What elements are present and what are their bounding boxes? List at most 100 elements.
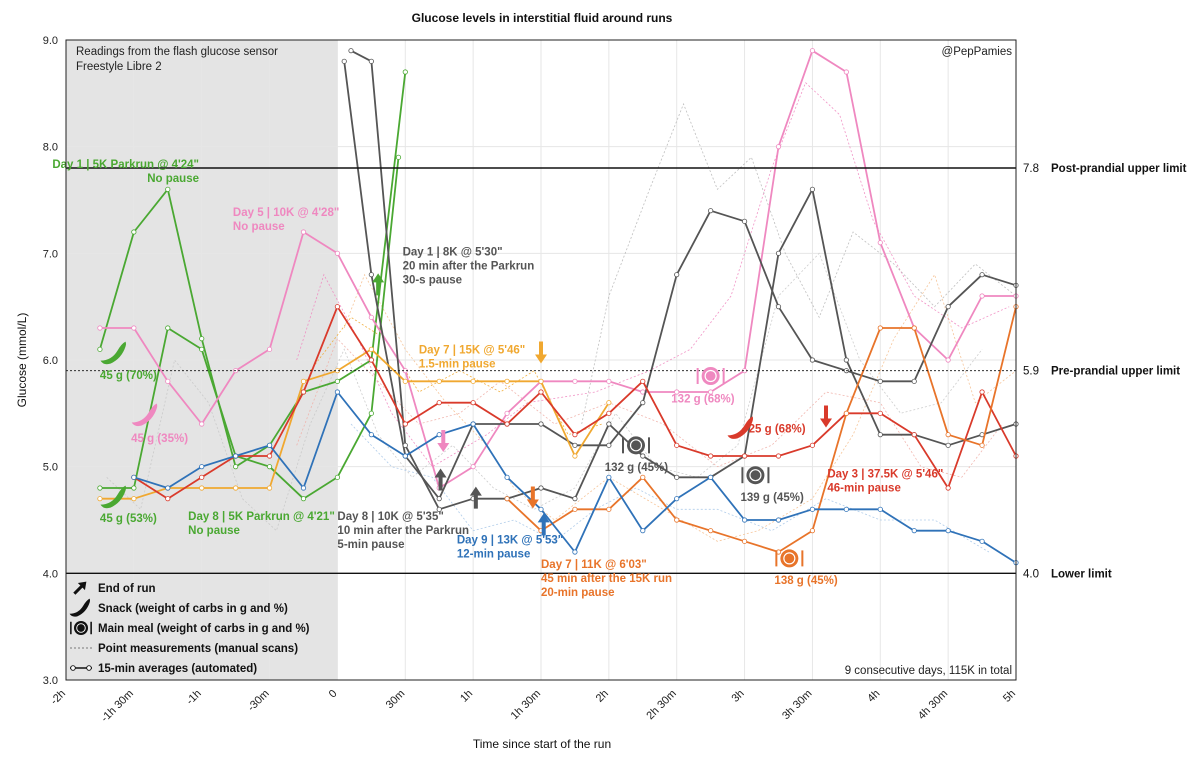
series-point — [572, 453, 578, 459]
y-tick-label: 5.0 — [43, 462, 58, 474]
arrow-shape — [537, 513, 550, 536]
snack-shape — [131, 403, 158, 427]
series-point — [300, 485, 307, 491]
series-point — [368, 58, 374, 64]
snack-icon — [131, 403, 158, 427]
series-point — [334, 304, 341, 310]
run-annotation-text: No pause — [233, 221, 285, 233]
run-annotation-text: Day 1 | 5K Parkrun @ 4'24" — [52, 159, 199, 171]
run-annotation-text: Day 8 | 5K Parkrun @ 4'21" — [188, 511, 335, 523]
y-tick-label: 7.0 — [43, 248, 58, 260]
series-point — [640, 453, 646, 459]
run-annotation-text: 12-min pause — [457, 548, 531, 560]
run-annotation-text: 5-min pause — [337, 539, 404, 551]
series-point — [741, 218, 748, 224]
series-point — [775, 250, 782, 256]
series-point — [165, 485, 171, 491]
series-point — [572, 378, 578, 384]
intake-label: 139 g (45%) — [741, 492, 804, 504]
series-point — [708, 528, 714, 534]
legend-arrow-shape — [73, 581, 87, 595]
reference-label: Pre-prandial upper limit — [1051, 366, 1180, 378]
fork — [775, 550, 778, 567]
plate-inner — [704, 369, 717, 383]
series-point — [640, 400, 646, 406]
series-point — [436, 432, 442, 438]
series-point — [131, 485, 137, 491]
series-point — [368, 432, 374, 438]
knife — [767, 467, 770, 484]
x-tick-label: 0 — [327, 688, 340, 701]
meal-icon — [622, 436, 650, 455]
reference-value: 4.0 — [1023, 568, 1039, 580]
series-point — [572, 432, 578, 438]
series-point — [945, 528, 951, 534]
series-point — [911, 432, 917, 438]
series-point — [470, 464, 476, 470]
series-point — [199, 474, 205, 480]
series-point — [436, 506, 442, 512]
run-end-arrow-icon — [820, 405, 832, 428]
intake-label: 132 g (45%) — [605, 462, 668, 474]
series-point — [674, 517, 680, 523]
plate-inner — [783, 552, 796, 565]
legend-point — [70, 665, 76, 671]
series-point — [606, 400, 612, 406]
series-point — [606, 421, 612, 427]
series-point — [470, 400, 476, 406]
series-point — [538, 389, 544, 395]
series-point — [470, 378, 476, 384]
plate-outer — [780, 549, 799, 568]
series-layer — [97, 48, 1019, 566]
series-point — [165, 378, 171, 384]
series-point — [809, 48, 816, 54]
chart-title: Glucose levels in interstitial fluid aro… — [412, 11, 673, 25]
series-point — [843, 357, 849, 363]
x-tick-label: 4h — [865, 688, 882, 705]
series-point — [911, 378, 917, 384]
series-point — [538, 506, 544, 512]
series-point — [300, 389, 307, 395]
series-point — [368, 272, 374, 278]
series-point — [606, 378, 612, 384]
snack-icon — [727, 416, 753, 439]
plate-outer — [746, 466, 765, 485]
series-point — [341, 58, 347, 64]
run-annotation-text: 1.5-min pause — [419, 359, 496, 371]
run-annotation-text: 10 min after the Parkrun — [337, 525, 469, 537]
series-point — [266, 442, 273, 448]
series-point — [979, 538, 985, 544]
snack-shape — [727, 416, 753, 439]
point-measurement-line — [350, 423, 990, 553]
plate-outer — [701, 367, 720, 385]
fork — [696, 368, 699, 384]
legend-label: Point measurements (manual scans) — [98, 643, 298, 655]
run-end-arrow-icon — [437, 430, 450, 452]
snack-shape — [69, 598, 90, 617]
series-line — [99, 157, 400, 500]
x-axis-label: Time since start of the run — [473, 737, 611, 751]
intake-label: 45 g (35%) — [131, 433, 188, 445]
series-point — [368, 314, 374, 320]
sensor-note-line-2: Freestyle Libre 2 — [76, 61, 162, 73]
series-point — [300, 496, 307, 502]
meal-icon — [696, 367, 725, 385]
series-point — [674, 442, 680, 448]
point-measurement-line — [296, 82, 1010, 468]
meal-icon — [741, 466, 770, 485]
series-point — [436, 378, 442, 384]
series-point — [877, 378, 883, 384]
run-annotation-text: Day 9 | 13K @ 5'53" — [457, 534, 563, 546]
legend-meal-icon — [70, 620, 92, 636]
series-point — [945, 304, 951, 310]
reference-label: Lower limit — [1051, 568, 1112, 580]
x-tick-label: -30m — [245, 688, 271, 714]
run-annotation-text: Day 8 | 10K @ 5'35" — [337, 511, 443, 523]
markers-layer: 45 g (70%) 45 g (35%) 45 g (53%) 25 g (68%)… — [100, 273, 838, 587]
series-point — [97, 485, 103, 491]
series-point — [334, 250, 341, 256]
series-point — [945, 485, 951, 491]
series-point — [979, 442, 985, 448]
y-tick-label: 9.0 — [43, 35, 58, 47]
legend-arrow-icon — [73, 581, 87, 595]
